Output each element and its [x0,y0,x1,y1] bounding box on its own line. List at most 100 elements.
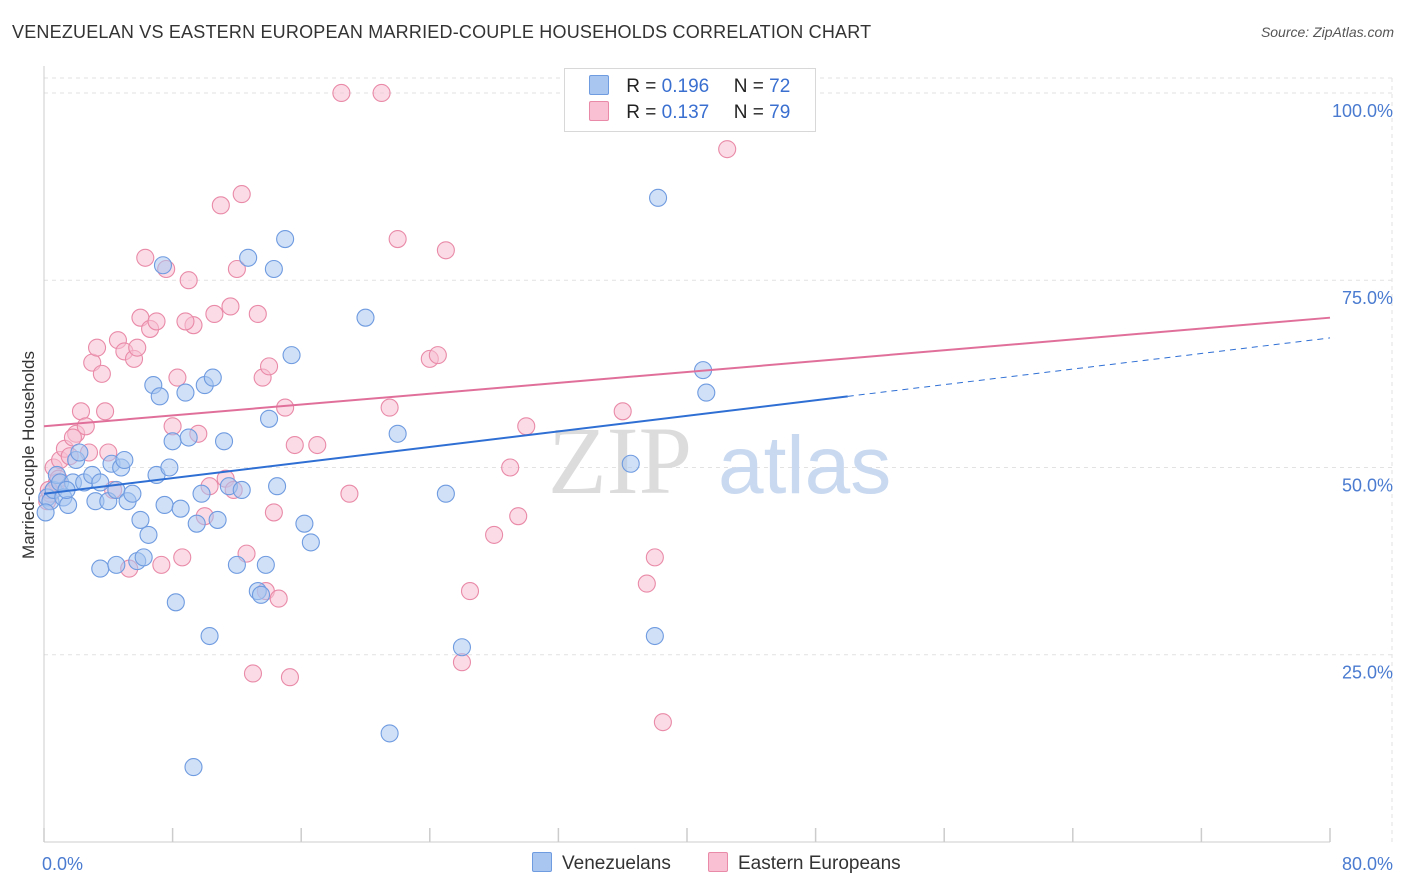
watermark-atlas: atlas [718,420,891,511]
data-point [176,312,195,331]
points-venezuelans [36,188,716,777]
data-point [380,398,399,417]
data-point [388,229,407,249]
data-point [501,458,520,477]
data-point [232,185,251,204]
data-point [243,664,263,683]
data-point [92,364,111,383]
data-point [227,259,246,279]
data-point [160,458,179,477]
source-label: Source: ZipAtlas.com [1260,24,1394,40]
data-point [173,548,192,567]
data-point [214,432,234,451]
data-point [380,724,399,743]
data-point [259,409,279,428]
data-point [269,589,288,608]
data-point [332,83,351,103]
data-point [452,638,472,657]
data-point [295,514,314,533]
trend-line-eastern-europeans [43,316,1331,428]
data-point [153,256,173,275]
data-point [208,510,227,529]
legend-n-value: 79 [769,102,791,123]
legend-swatch-venezuelans [589,75,609,95]
data-point [155,495,174,514]
data-point [36,503,55,522]
data-point [649,188,668,207]
data-point [509,507,528,526]
data-point [653,713,672,732]
data-point [248,304,267,323]
data-point [485,525,504,544]
legend-swatch-eastern-europeans [589,101,609,121]
data-point [697,383,716,402]
y-axis-label: Married-couple Households [19,351,38,559]
trend-lines [43,316,1331,495]
data-point [227,555,246,574]
data-point [613,402,632,421]
data-point [168,368,187,387]
data-point [460,582,480,601]
bottom-legend-swatch [532,852,552,872]
legend-r-value: 0.196 [661,76,710,97]
legend-row-eastern-europeans: R = 0.137 N = 79 [589,101,790,125]
legend-n-label: N = [733,102,764,123]
data-point [176,383,195,402]
stats-legend: R = 0.196 N = 72 R = 0.137 N = 79 [564,68,816,132]
data-point [621,454,640,473]
data-point [150,387,169,406]
bottom-legend-swatch [708,852,728,872]
data-point [239,248,258,267]
data-point [115,450,134,470]
points-eastern-europeans [38,83,737,732]
data-point [645,548,664,567]
data-point [372,83,391,103]
tick-labels: 25.0% 50.0% 75.0% 100.0% 0.0% 80.0% [42,101,1393,874]
data-point [251,585,271,604]
data-point [171,499,190,518]
legend-r-label: R = [626,102,657,123]
bottom-legend-eastern-europeans: Eastern Europeans [708,852,901,875]
legend-row-venezuelans: R = 0.196 N = 72 [589,75,790,99]
data-point [264,503,283,522]
data-point [107,555,126,574]
data-point [221,297,240,316]
axes [43,66,1331,843]
data-point [134,548,153,567]
trend-line-venezuelans-extension [847,337,1331,397]
y-tick-label: 25.0% [1342,663,1393,683]
data-point [200,626,219,646]
data-point [166,593,185,612]
legend-n-value: 72 [769,76,791,97]
data-point [301,533,320,552]
data-point [139,525,158,544]
watermark: ZIP atlas [548,407,891,514]
data-point [59,495,78,514]
data-point [436,484,455,503]
data-point [203,368,222,387]
x-tick-label: 80.0% [1342,854,1393,874]
data-point [184,758,203,777]
data-point [163,432,182,451]
data-point [187,514,206,533]
data-point [285,435,304,455]
data-point [96,402,115,421]
data-point [282,346,301,365]
legend-r-label: R = [626,76,657,97]
x-tick-label: 0.0% [42,854,83,874]
legend-n-label: N = [733,76,764,97]
data-point [637,574,656,593]
data-point [152,555,171,574]
data-point [192,484,211,503]
legend-r-value: 0.137 [661,102,710,123]
data-point [264,259,283,279]
data-point [63,428,82,447]
data-point [91,559,110,578]
data-point [71,402,91,421]
data-point [340,484,359,503]
data-point [179,271,198,290]
data-point [268,477,287,496]
data-point [259,357,279,376]
bottom-legend-label: Venezuelans [562,853,671,874]
